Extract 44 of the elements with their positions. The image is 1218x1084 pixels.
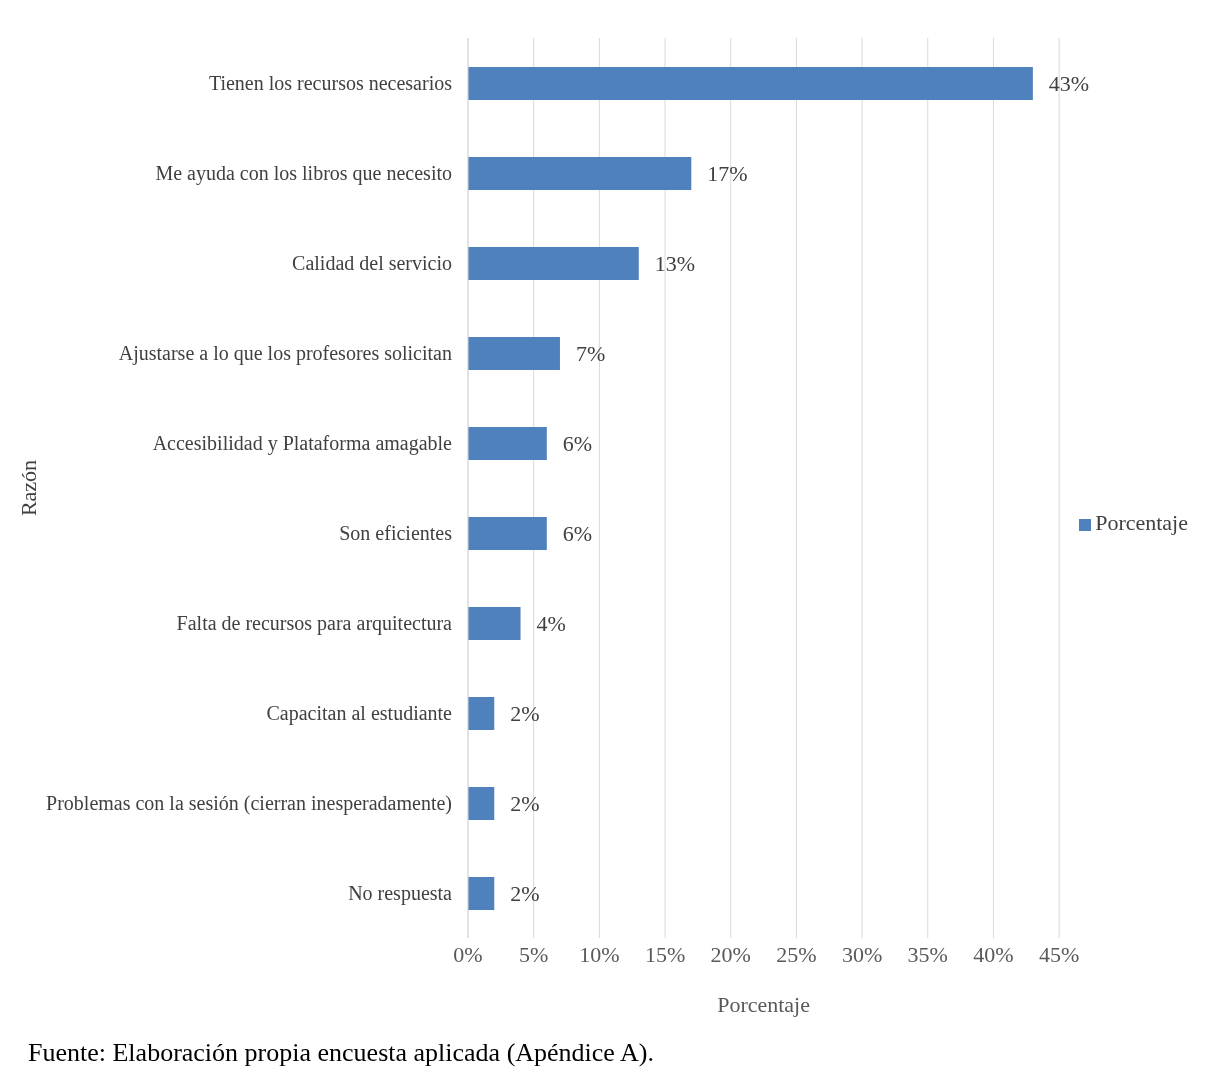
y-tick-label: Son eficientes [339,522,453,545]
data-label: 6% [562,431,593,456]
data-label: 6% [562,521,593,546]
y-tick-label: Capacitan al estudiante [266,702,453,726]
x-tick-label: 15% [644,941,686,967]
bar [468,787,495,820]
data-label: 17% [707,161,748,186]
x-tick-label: 45% [1038,941,1080,967]
x-tick-label: 0% [453,941,483,967]
bar [468,247,639,280]
data-label: 4% [536,611,566,636]
bar [468,157,692,190]
x-tick-label: 40% [973,941,1014,967]
source-note: Fuente: Elaboración propia encuesta aplicada (Apéndice A). [28,1038,655,1068]
x-axis-title: Porcentaje [717,991,810,1017]
y-tick-label: Me ayuda con los libros que necesito [155,162,452,186]
x-tick-label: 5% [519,941,549,967]
bar [468,337,560,370]
legend-label: Porcentaje [1095,510,1188,535]
x-tick-label: 30% [841,941,883,967]
y-tick-label: Falta de recursos para arquitectura [176,612,453,636]
y-tick-label: Tienen los recursos necesarios [208,72,453,95]
y-tick-label: Calidad del servicio [292,252,452,275]
data-label: 2% [510,791,540,816]
y-axis-title: Razón [15,459,41,517]
x-tick-label: 25% [776,941,817,967]
y-tick-label: No respuesta [348,882,453,906]
data-label: 2% [510,881,540,906]
bar [468,877,495,910]
bar [468,67,1033,100]
bar [468,427,547,460]
bar [468,517,547,550]
y-tick-label: Accesibilidad y Plataforma amagable [152,432,453,456]
data-label: 43% [1048,71,1090,96]
x-tick-label: 35% [907,941,948,967]
bar [468,697,495,730]
y-tick-label: Problemas con la sesión (cierran inesperadamente) [46,792,452,816]
y-tick-label: Ajustarse a lo que los profesores solicitan [118,342,452,366]
x-tick-label: 10% [579,941,620,967]
bar [468,607,521,640]
data-label: 7% [575,341,606,366]
data-label: 13% [654,251,696,276]
data-label: 2% [510,701,540,726]
x-tick-label: 20% [710,941,751,967]
